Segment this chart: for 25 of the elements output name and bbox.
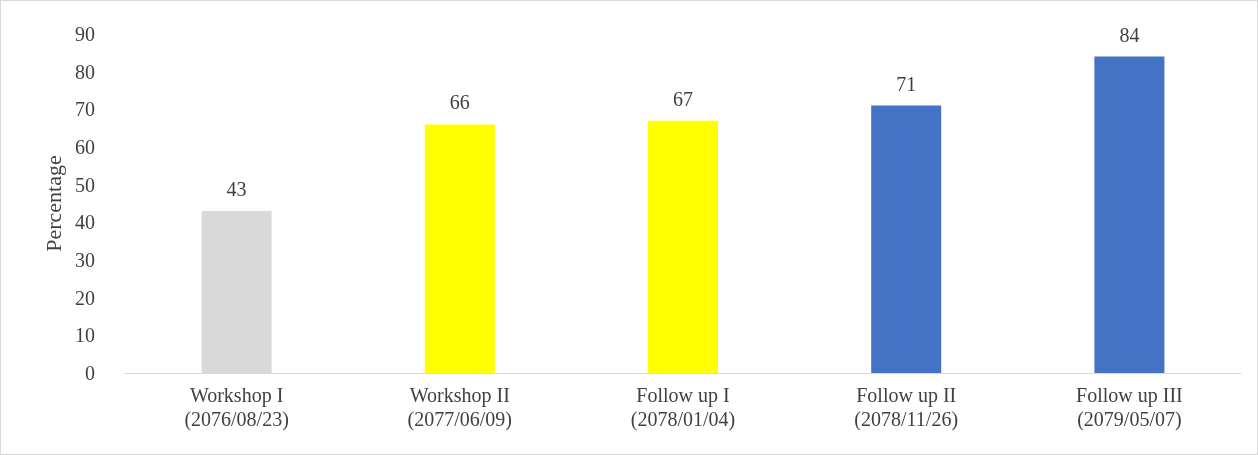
- y-tick-label: 10: [75, 324, 95, 347]
- x-tick-label: Follow up III (2079/05/07): [1076, 384, 1183, 431]
- y-tick-label: 40: [75, 211, 95, 234]
- y-tick-label: 50: [75, 173, 95, 196]
- y-tick-label: 80: [75, 60, 95, 83]
- data-label: 43: [226, 178, 247, 201]
- x-tick-label: Follow up II (2078/11/26): [854, 384, 959, 431]
- y-tick-label: 70: [75, 98, 95, 121]
- x-tick-label: Follow up I (2078/01/04): [630, 384, 736, 431]
- x-tick-label: Workshop II (2077/06/09): [407, 384, 513, 431]
- data-label: 67: [673, 87, 693, 110]
- y-axis-title: Percentage: [40, 155, 66, 252]
- x-tick-label: Workshop I (2076/08/23): [184, 384, 289, 431]
- y-tick-label: 90: [75, 23, 95, 45]
- y-tick-label: 60: [75, 136, 95, 158]
- data-label: 84: [1119, 23, 1140, 46]
- data-label: 71: [896, 72, 917, 95]
- bar: [648, 120, 718, 373]
- data-label: 66: [449, 91, 470, 114]
- y-tick-label: 0: [85, 362, 95, 384]
- y-tick-label: 30: [75, 249, 95, 271]
- y-tick-label: 20: [75, 286, 95, 309]
- bar: [1094, 56, 1165, 373]
- bar: [424, 124, 495, 373]
- bar: [871, 105, 942, 373]
